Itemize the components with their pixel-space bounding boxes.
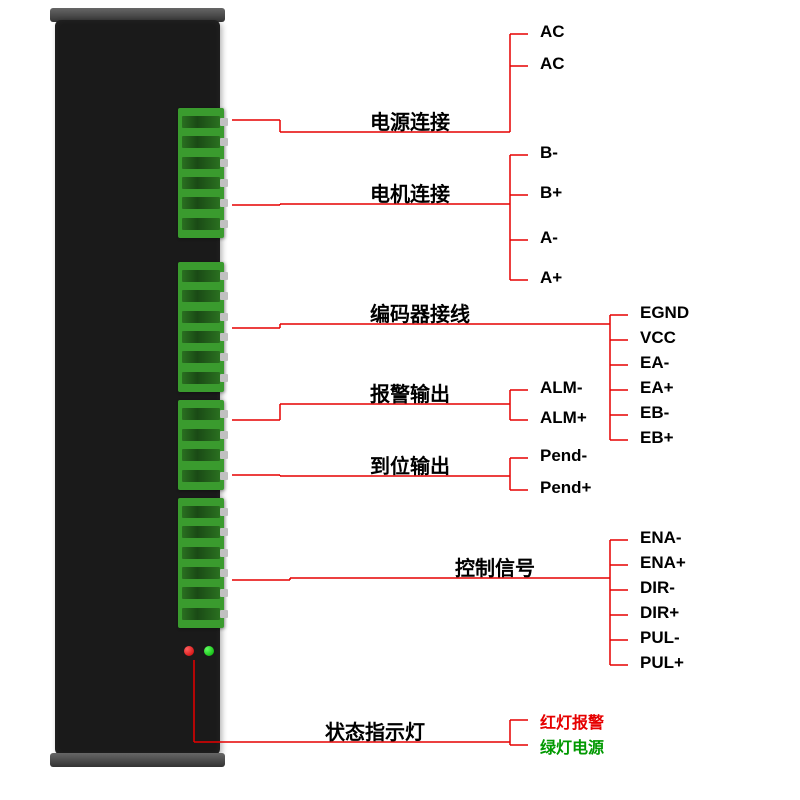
pin-label: ENA- <box>640 528 682 548</box>
terminal-pin <box>182 608 220 620</box>
pin-label: EGND <box>640 303 689 323</box>
terminal-pin <box>182 506 220 518</box>
terminal-pin <box>182 567 220 579</box>
terminal-pin <box>182 526 220 538</box>
pin-label: DIR+ <box>640 603 679 623</box>
section-label: 电源连接 <box>370 106 450 135</box>
pin-label: EB+ <box>640 428 674 448</box>
terminal-pin <box>182 331 220 343</box>
pin-label: A- <box>540 228 558 248</box>
pin-label: AC <box>540 54 565 74</box>
terminal-pin <box>182 136 220 148</box>
pin-label: AC <box>540 22 565 42</box>
pin-label: EB- <box>640 403 669 423</box>
pin-label: DIR- <box>640 578 675 598</box>
section-label: 电机连接 <box>370 178 450 207</box>
section-label: 状态指示灯 <box>325 716 425 745</box>
terminal-block-0 <box>178 108 224 238</box>
pin-label: Pend- <box>540 446 587 466</box>
terminal-pin <box>182 270 220 282</box>
section-label: 控制信号 <box>455 552 535 581</box>
terminal-pin <box>182 429 220 441</box>
pin-label: ENA+ <box>640 553 686 573</box>
pin-label: 绿灯电源 <box>540 734 604 758</box>
device-bottom-cap <box>50 753 225 767</box>
led-red-icon <box>184 646 194 656</box>
pin-label: EA- <box>640 353 669 373</box>
pin-label: Pend+ <box>540 478 592 498</box>
pin-label: EA+ <box>640 378 674 398</box>
terminal-pin <box>182 311 220 323</box>
pin-label: ALM+ <box>540 408 587 428</box>
terminal-pin <box>182 116 220 128</box>
section-label: 到位输出 <box>370 450 450 479</box>
pin-label: B- <box>540 143 558 163</box>
terminal-block-3 <box>178 498 224 628</box>
terminal-block-1 <box>178 262 224 392</box>
terminal-pin <box>182 449 220 461</box>
terminal-pin <box>182 470 220 482</box>
pin-label: PUL- <box>640 628 680 648</box>
section-label: 编码器接线 <box>370 298 470 327</box>
diagram-canvas: 电源连接 AC AC 电机连接 B- B+ A- A+ 编码器接线 EGND VCC EA- EA+ EB… <box>0 0 800 800</box>
terminal-pin <box>182 290 220 302</box>
pin-label: 红灯报警 <box>540 709 604 733</box>
terminal-pin <box>182 547 220 559</box>
terminal-block-2 <box>178 400 224 490</box>
pin-label: VCC <box>640 328 676 348</box>
section-label: 报警输出 <box>370 378 450 407</box>
terminal-pin <box>182 157 220 169</box>
terminal-pin <box>182 218 220 230</box>
pin-label: ALM- <box>540 378 582 398</box>
terminal-pin <box>182 177 220 189</box>
pin-label: PUL+ <box>640 653 684 673</box>
led-green-icon <box>204 646 214 656</box>
pin-label: A+ <box>540 268 562 288</box>
pin-label: B+ <box>540 183 562 203</box>
terminal-pin <box>182 351 220 363</box>
terminal-pin <box>182 197 220 209</box>
terminal-pin <box>182 587 220 599</box>
terminal-pin <box>182 372 220 384</box>
terminal-pin <box>182 408 220 420</box>
